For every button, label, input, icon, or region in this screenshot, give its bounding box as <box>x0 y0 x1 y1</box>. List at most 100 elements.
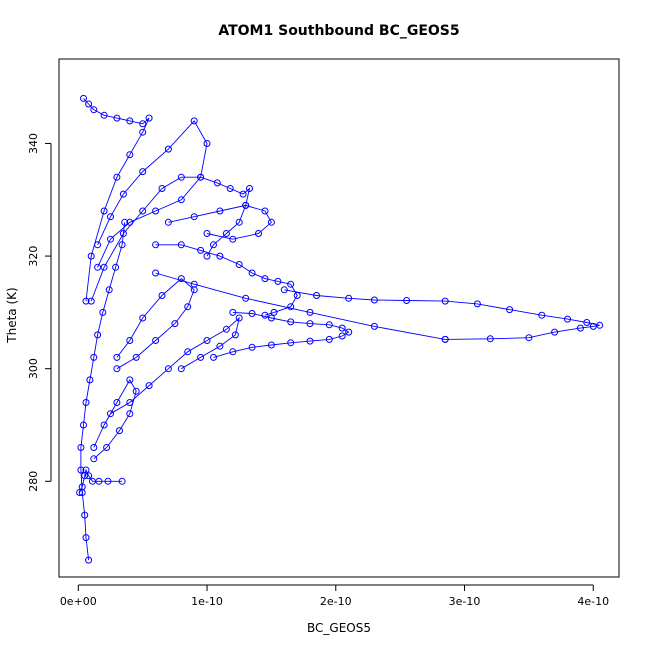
data-point <box>203 252 211 260</box>
data-point <box>177 196 185 204</box>
data-point <box>113 114 121 122</box>
data-point <box>248 310 256 317</box>
data-point <box>158 185 166 192</box>
data-point <box>177 241 185 249</box>
data-point <box>473 300 481 308</box>
series-2 <box>76 466 126 496</box>
data-point <box>229 348 237 356</box>
series-11 <box>107 314 243 418</box>
x-axis-label: BC_GEOS5 <box>307 621 371 635</box>
data-point <box>210 353 217 361</box>
series-1 <box>77 218 129 564</box>
data-point <box>85 472 93 480</box>
data-point <box>107 213 114 221</box>
data-point <box>112 263 120 271</box>
data-point <box>80 421 87 429</box>
series-3 <box>94 117 211 271</box>
data-point <box>82 297 90 305</box>
data-point <box>90 455 98 463</box>
series-9 <box>80 94 153 305</box>
data-point <box>306 308 314 316</box>
data-point <box>190 213 198 221</box>
data-point <box>287 339 295 347</box>
series-line <box>155 244 298 316</box>
data-point <box>274 277 282 285</box>
data-point <box>116 427 123 435</box>
y-tick-label: 300 <box>27 358 40 379</box>
data-point <box>216 252 224 260</box>
data-point <box>226 185 234 192</box>
data-point <box>229 308 237 316</box>
data-point <box>248 269 256 277</box>
data-point <box>126 337 134 344</box>
data-point <box>216 207 224 215</box>
series-line <box>155 272 446 340</box>
data-point <box>126 117 134 125</box>
data-point <box>113 173 121 181</box>
data-point <box>121 218 129 226</box>
data-point <box>589 322 597 330</box>
x-tick-label: 4e-10 <box>577 595 609 608</box>
y-axis-label: Theta (K) <box>5 287 19 343</box>
data-point <box>538 311 546 319</box>
data-point <box>100 421 108 429</box>
data-point <box>82 466 90 474</box>
data-point <box>113 353 121 361</box>
data-point <box>152 269 160 277</box>
data-point <box>184 303 192 311</box>
y-axis: 280 300 320 340 <box>27 133 52 492</box>
data-point <box>177 173 185 181</box>
data-point <box>287 303 295 311</box>
data-point <box>152 337 160 344</box>
data-point <box>441 335 449 343</box>
data-point <box>248 343 256 351</box>
data-point <box>261 207 269 215</box>
data-point <box>370 296 378 304</box>
series-line <box>80 222 126 561</box>
data-point <box>242 201 250 209</box>
data-point <box>583 319 591 326</box>
data-point <box>306 337 314 345</box>
data-point <box>255 230 262 237</box>
series-line <box>83 98 150 302</box>
data-point <box>90 353 98 361</box>
data-point <box>190 117 198 125</box>
data-point <box>197 173 205 181</box>
data-point <box>197 353 205 361</box>
x-tick-label: 0e+00 <box>60 595 97 608</box>
data-point <box>76 489 84 496</box>
data-point <box>190 286 198 294</box>
data-point <box>82 399 90 406</box>
data-point <box>152 241 160 249</box>
series-6 <box>210 308 353 361</box>
series-line <box>213 311 350 358</box>
data-point <box>132 353 140 361</box>
data-point <box>100 263 108 271</box>
series-line <box>93 378 137 460</box>
series-13 <box>164 201 275 243</box>
data-point <box>82 534 90 542</box>
data-point <box>85 100 93 108</box>
series-line <box>168 204 272 240</box>
data-point <box>107 235 114 243</box>
data-point <box>203 230 211 237</box>
data-point <box>113 399 121 406</box>
data-point <box>596 321 604 329</box>
plot-frame <box>58 58 620 578</box>
data-point <box>77 444 85 451</box>
data-point <box>239 190 247 198</box>
data-point <box>306 320 314 328</box>
data-point <box>564 315 571 323</box>
data-point <box>551 328 559 336</box>
data-point <box>177 275 185 283</box>
data-point <box>85 556 93 564</box>
data-point <box>104 477 112 485</box>
y-tick-label: 340 <box>27 133 40 154</box>
data-point <box>139 207 147 215</box>
data-point <box>222 325 230 333</box>
data-point <box>261 311 269 319</box>
data-point <box>99 308 107 316</box>
series-line <box>97 120 208 268</box>
data-point <box>164 145 172 153</box>
